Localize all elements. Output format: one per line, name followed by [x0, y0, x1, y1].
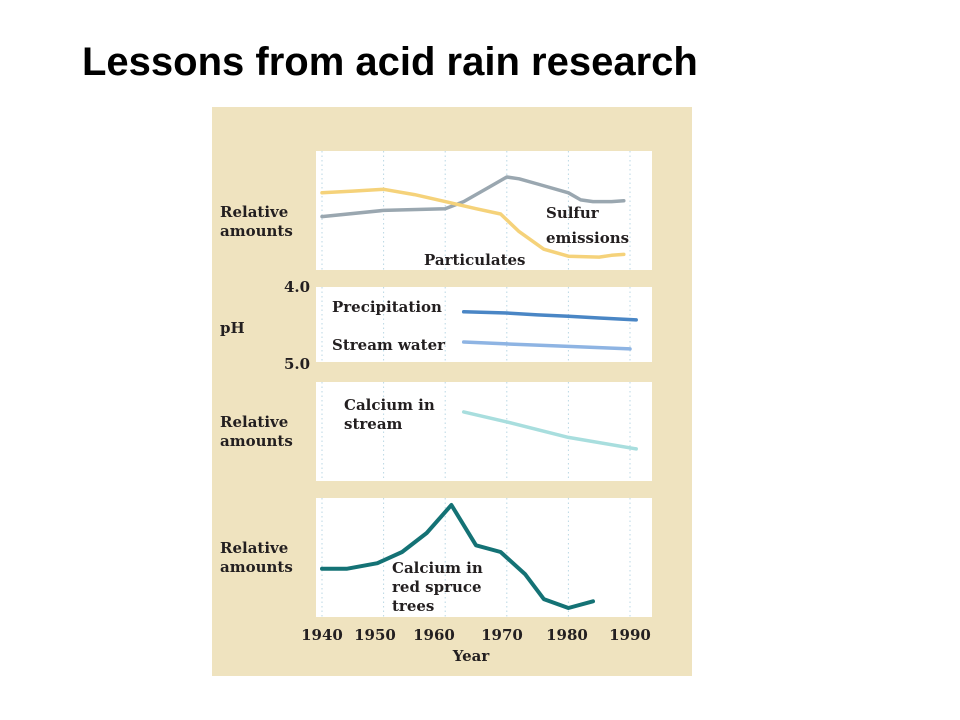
ph-tick-top: 4.0 [284, 278, 310, 296]
slide-title: Lessons from acid rain research [82, 40, 698, 84]
panel-calcium-trees-bg [316, 498, 652, 617]
data-series [320, 175, 638, 610]
stream-water-label: Stream water [332, 336, 446, 354]
calcium-trees-label-line1: Calcium in [392, 559, 483, 577]
x-axis-label: Year [452, 647, 491, 665]
particulates-line [320, 187, 626, 259]
calcium-stream-label-line2: stream [344, 415, 403, 433]
x-tick-1940: 1940 [301, 626, 343, 644]
sulfur-emissions-line [320, 175, 626, 219]
sulfur-label-line1: Sulfur [546, 204, 600, 222]
calcium-trees-label-line3: trees [392, 597, 434, 615]
ph-tick-bottom: 5.0 [284, 355, 310, 373]
x-tick-1950: 1950 [354, 626, 396, 644]
precipitation-ph-line [461, 310, 638, 322]
calcium-stream-label-line1: Calcium in [344, 396, 435, 414]
calcium-red-spruce-line [320, 503, 595, 610]
x-tick-1960: 1960 [413, 626, 455, 644]
acid-rain-figure: Relative amounts Sulfur emissions Partic… [212, 107, 692, 676]
x-tick-1980: 1980 [546, 626, 588, 644]
calcium-trees-label-line2: red spruce [392, 578, 482, 596]
panel4-ylabel-line1: Relative [220, 539, 288, 557]
panel1-ylabel-line1: Relative [220, 203, 288, 221]
ph-label: pH [220, 319, 245, 337]
stream-water-ph-line [461, 340, 632, 351]
precipitation-label: Precipitation [332, 298, 442, 316]
sulfur-label-line2: emissions [546, 229, 629, 247]
panel3-ylabel-line2: amounts [220, 432, 293, 450]
panel-calcium-stream-bg [316, 382, 652, 481]
panel3-ylabel-line1: Relative [220, 413, 288, 431]
panel1-ylabel-line2: amounts [220, 222, 293, 240]
x-tick-1970: 1970 [481, 626, 523, 644]
acid-rain-chart-svg: Relative amounts Sulfur emissions Partic… [220, 151, 652, 665]
x-tick-1990: 1990 [609, 626, 651, 644]
panel-ph-bg [316, 287, 652, 362]
calcium-stream-line [461, 410, 638, 451]
particulates-label: Particulates [424, 251, 526, 269]
panel4-ylabel-line2: amounts [220, 558, 293, 576]
year-gridlines [321, 151, 631, 617]
